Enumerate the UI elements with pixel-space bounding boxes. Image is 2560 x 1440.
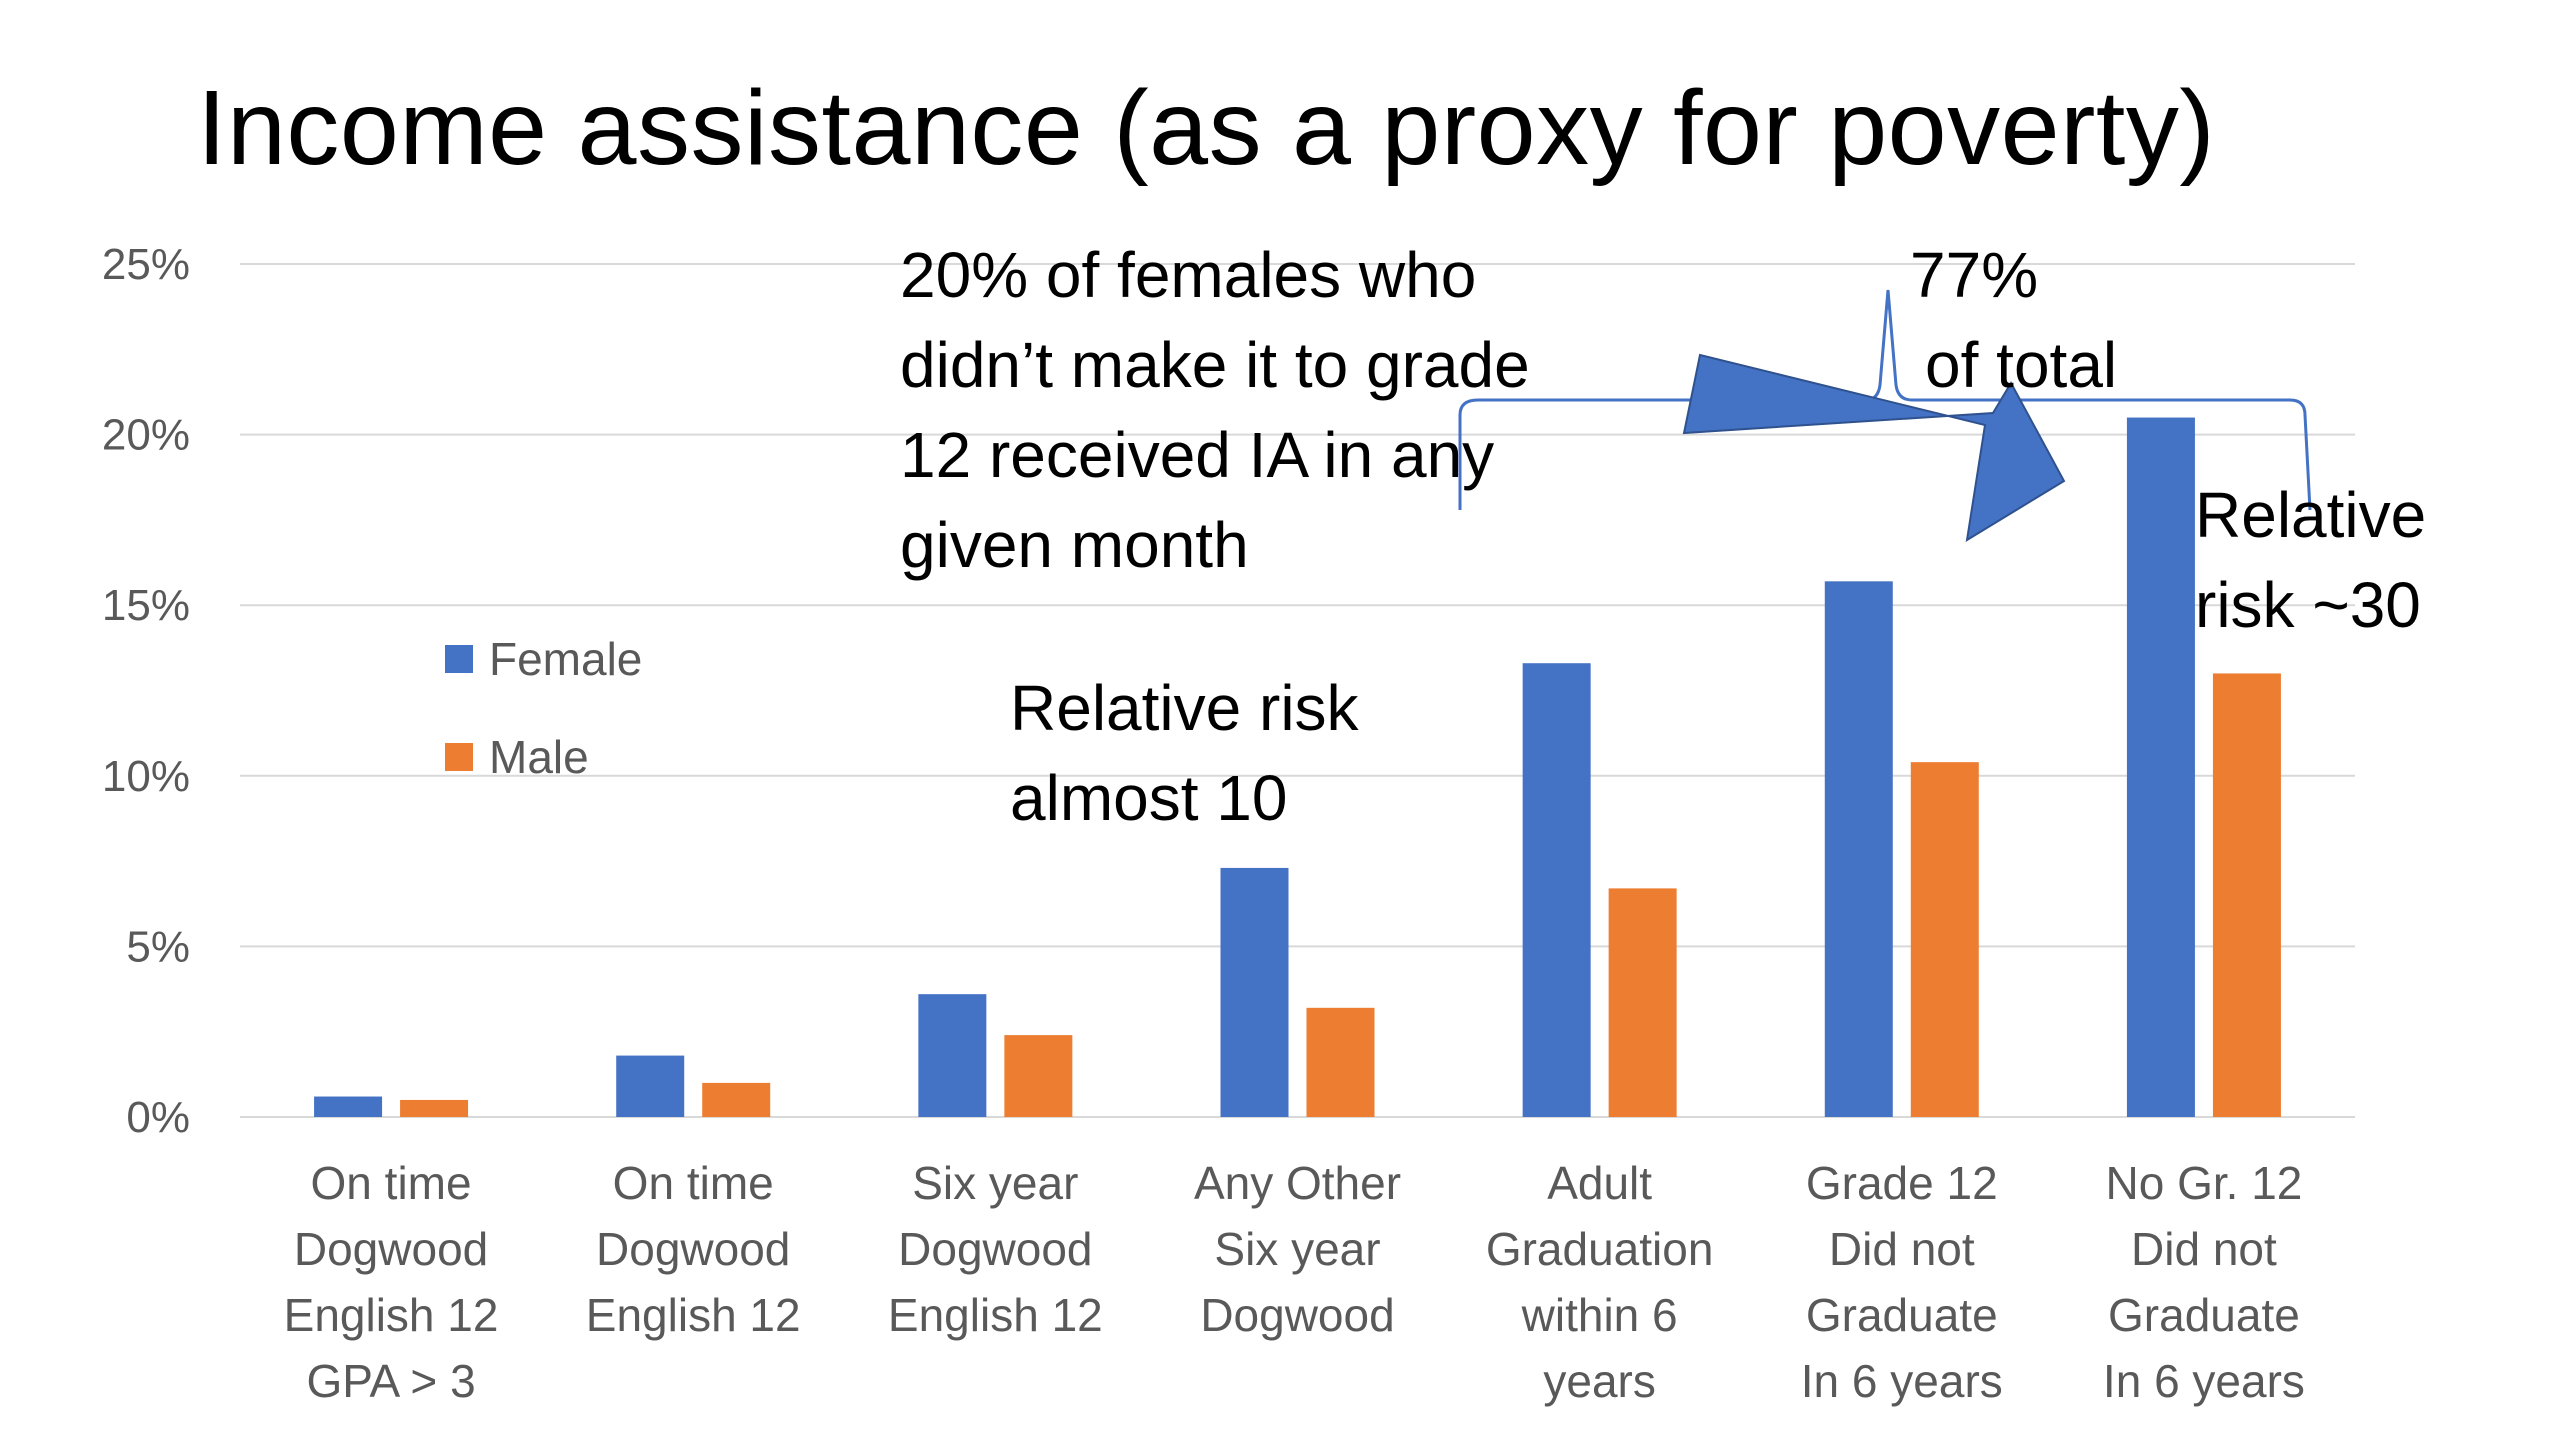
y-tick-label: 25% [102,240,190,289]
legend-item-female: Female [445,610,642,708]
gridlines [240,263,2355,1118]
bar-female [314,1096,383,1117]
bar-female [2126,417,2195,1117]
legend-swatch-female [445,645,473,673]
relative-risk-30-line-2: risk ~30 [2195,569,2421,641]
relative-risk-10-note: Relative risk almost 10 [1010,663,1359,843]
y-axis-ticks: 0% 5% 10% 15% 20% 25% [102,240,190,1142]
relative-risk-10-line-1: Relative risk [1010,672,1359,744]
pct-of-total-line-2: of total [1925,329,2118,401]
relative-risk-10-line-2: almost 10 [1010,762,1288,834]
y-tick-label: 20% [102,411,190,460]
bar-male [1608,888,1677,1117]
brace-77-percent [1458,289,2312,511]
legend-label-female: Female [489,633,643,685]
block-arrow [1682,353,2066,542]
x-tick-label: No Gr. 12 Did not Graduate In 6 years [2102,1157,2305,1407]
y-tick-label: 5% [126,922,190,971]
bars [314,417,2281,1117]
relative-risk-30-line-1: Relative [2195,479,2427,551]
bar-male [1004,1035,1073,1117]
x-tick-label: On time Dogwood English 12 [585,1157,801,1341]
bar-female [1522,663,1591,1117]
bar-male [400,1099,469,1117]
females-note-line-4: given month [900,509,1249,581]
bar-female [1824,581,1893,1117]
x-tick-label: Grade 12 Did not Graduate In 6 years [1800,1157,2003,1407]
bar-male [1910,762,1979,1117]
bar-female [1220,867,1289,1117]
bar-male [702,1082,771,1117]
overlay [1458,289,2312,542]
legend-item-male: Male [445,708,642,806]
females-note-line-2: didn’t make it to grade [900,329,1530,401]
females-note-line-3: 12 received IA in any [900,419,1495,491]
legend-label-male: Male [489,731,589,783]
x-tick-label: Six year Dogwood English 12 [887,1157,1103,1341]
y-tick-label: 10% [102,752,190,801]
x-tick-label: Adult Graduation within 6 years [1485,1157,1714,1407]
bar-female [918,994,987,1117]
slide-title: Income assistance (as a proxy for povert… [197,69,2216,187]
bar-female [616,1055,685,1117]
females-note: 20% of females who didn’t make it to gra… [900,230,1530,590]
pct-of-total-note: 77% of total [1910,230,2117,410]
y-tick-label: 15% [102,581,190,630]
x-tick-label: On time Dogwood English 12 GPA > 3 [283,1157,499,1407]
relative-risk-30-note: Relative risk ~30 [2195,470,2426,650]
females-note-line-1: 20% of females who [900,239,1477,311]
bar-male [2212,673,2281,1117]
x-tick-label: Any Other Six year Dogwood [1193,1157,1402,1341]
y-tick-label: 0% [126,1093,190,1142]
legend: Female Male [445,610,642,806]
pct-of-total-line-1: 77% [1910,239,2039,311]
legend-swatch-male [445,743,473,771]
bar-male [1306,1007,1375,1117]
